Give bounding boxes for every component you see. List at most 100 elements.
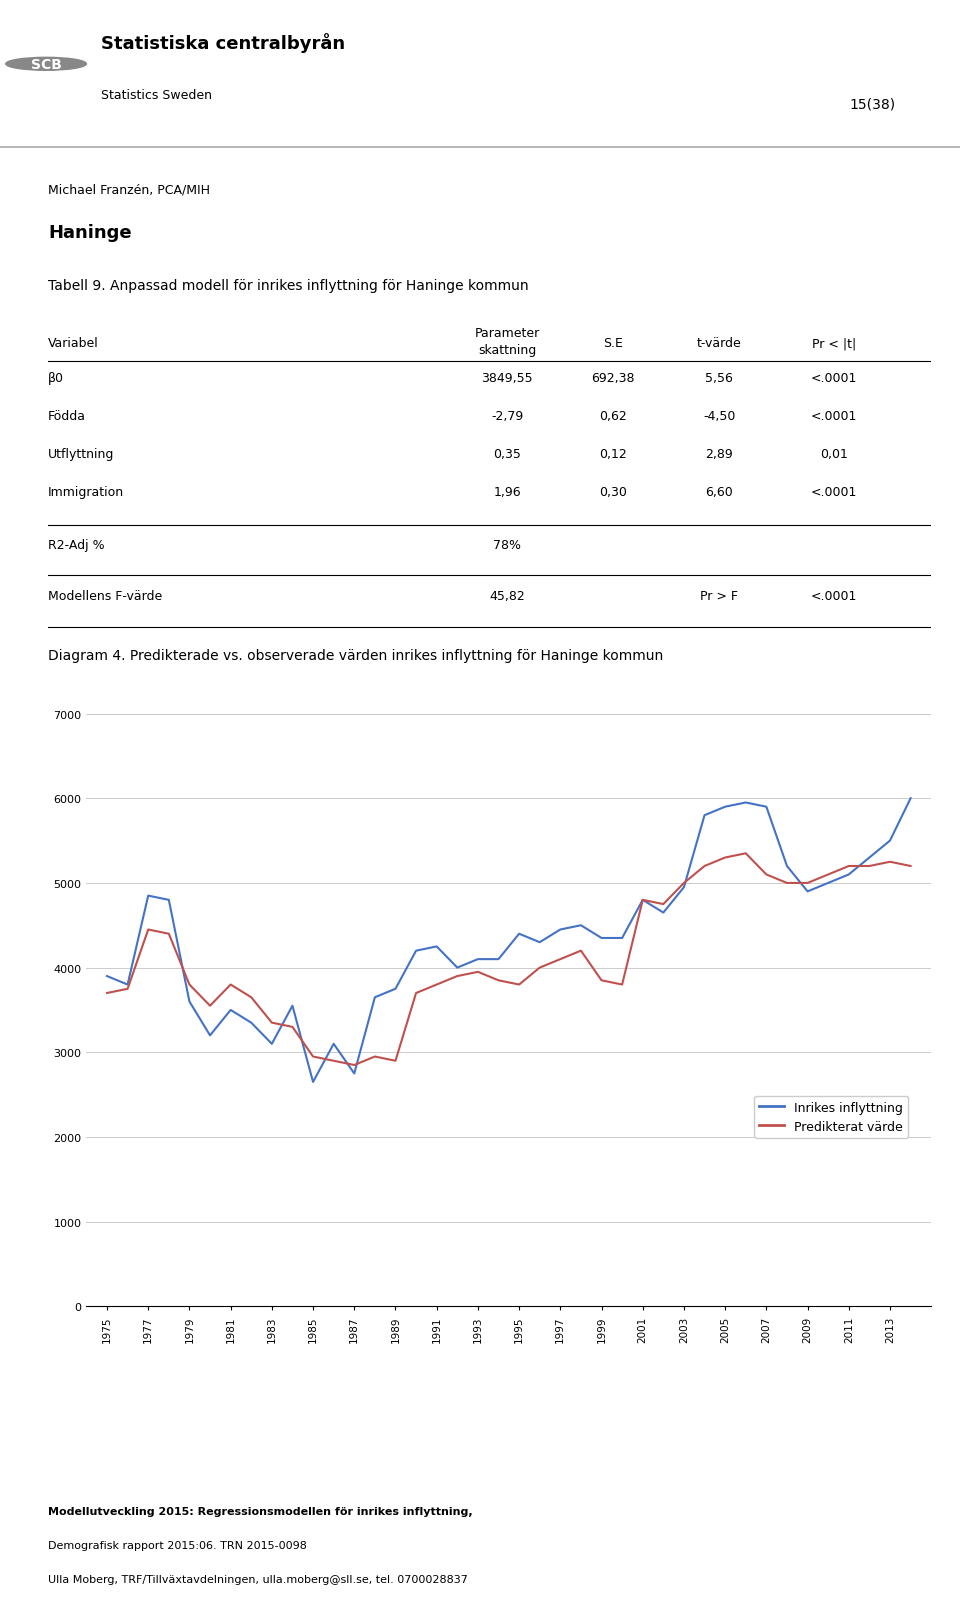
Text: Demografisk rapport 2015:06. TRN 2015-0098: Demografisk rapport 2015:06. TRN 2015-00… (48, 1540, 307, 1550)
Text: -4,50: -4,50 (703, 411, 735, 424)
Text: 0,30: 0,30 (599, 485, 627, 498)
Predikterat värde (410, 984, 421, 1003)
Predikterat värde (864, 857, 876, 876)
Predikterat värde (823, 865, 834, 885)
Inrikes inflyttning (514, 925, 525, 945)
Inrikes inflyttning (410, 941, 421, 961)
Text: 6,60: 6,60 (706, 485, 733, 498)
Predikterat värde (204, 997, 216, 1016)
Predikterat värde (514, 975, 525, 995)
Inrikes inflyttning (781, 857, 793, 876)
Text: Modellens F-värde: Modellens F-värde (48, 589, 162, 602)
Text: skattning: skattning (478, 344, 537, 357)
Predikterat värde (472, 962, 484, 982)
Predikterat värde (781, 873, 793, 893)
Text: Modellutveckling 2015: Regressionsmodellen för inrikes inflyttning,: Modellutveckling 2015: Regressionsmodell… (48, 1506, 472, 1516)
Inrikes inflyttning (575, 915, 587, 935)
Inrikes inflyttning (658, 904, 669, 923)
Inrikes inflyttning (596, 928, 608, 948)
Predikterat värde (740, 844, 752, 863)
Inrikes inflyttning (451, 958, 463, 977)
Predikterat värde (802, 873, 813, 893)
Text: t-värde: t-värde (697, 338, 742, 351)
Text: 0,01: 0,01 (820, 448, 848, 461)
Inrikes inflyttning (760, 797, 772, 816)
Predikterat värde (575, 941, 587, 961)
Text: Födda: Födda (48, 411, 86, 424)
Predikterat värde (101, 984, 112, 1003)
Predikterat värde (616, 975, 628, 995)
Predikterat värde (142, 920, 154, 940)
Text: Ulla Moberg, TRF/Tillväxtavdelningen, ulla.moberg@sll.se, tel. 0700028837: Ulla Moberg, TRF/Tillväxtavdelningen, ul… (48, 1574, 468, 1584)
Predikterat värde (266, 1013, 277, 1032)
Inrikes inflyttning (864, 849, 876, 868)
Inrikes inflyttning (555, 920, 566, 940)
Inrikes inflyttning (616, 928, 628, 948)
Inrikes inflyttning (678, 878, 689, 898)
Predikterat värde (287, 1018, 299, 1037)
Predikterat värde (390, 1052, 401, 1071)
Circle shape (6, 58, 86, 71)
Predikterat värde (163, 925, 175, 945)
Inrikes inflyttning (884, 831, 896, 850)
Inrikes inflyttning (122, 975, 133, 995)
Inrikes inflyttning (637, 891, 649, 911)
Inrikes inflyttning (101, 967, 112, 987)
Predikterat värde (328, 1052, 340, 1071)
Text: Parameter: Parameter (474, 326, 540, 339)
Inrikes inflyttning (843, 865, 854, 885)
Inrikes inflyttning (823, 873, 834, 893)
Text: -2,79: -2,79 (492, 411, 523, 424)
Inrikes inflyttning (204, 1026, 216, 1045)
Predikterat värde (348, 1055, 360, 1074)
Predikterat värde (678, 873, 689, 893)
Inrikes inflyttning (328, 1034, 340, 1053)
Text: <.0001: <.0001 (811, 372, 857, 385)
Text: <.0001: <.0001 (811, 589, 857, 602)
Text: 0,35: 0,35 (493, 448, 521, 461)
Predikterat värde (884, 852, 896, 872)
Text: 0,12: 0,12 (599, 448, 627, 461)
Predikterat värde (555, 949, 566, 969)
Inrikes inflyttning (369, 988, 380, 1008)
Inrikes inflyttning (307, 1073, 319, 1092)
Legend: Inrikes inflyttning, Predikterat värde: Inrikes inflyttning, Predikterat värde (755, 1096, 908, 1138)
Text: 45,82: 45,82 (490, 589, 525, 602)
Predikterat värde (225, 975, 236, 995)
Predikterat värde (699, 857, 710, 876)
Predikterat värde (760, 865, 772, 885)
Text: Pr < |t|: Pr < |t| (812, 338, 856, 351)
Inrikes inflyttning (287, 997, 299, 1016)
Inrikes inflyttning (699, 807, 710, 826)
Predikterat värde (183, 975, 195, 995)
Line: Inrikes inflyttning: Inrikes inflyttning (107, 799, 911, 1083)
Text: R2-Adj %: R2-Adj % (48, 539, 105, 552)
Predikterat värde (122, 979, 133, 998)
Predikterat värde (369, 1047, 380, 1066)
Predikterat värde (534, 958, 545, 977)
Text: S.E: S.E (603, 338, 623, 351)
Text: 692,38: 692,38 (591, 372, 635, 385)
Inrikes inflyttning (431, 936, 443, 956)
Text: β0: β0 (48, 372, 64, 385)
Inrikes inflyttning (183, 992, 195, 1011)
Inrikes inflyttning (142, 886, 154, 906)
Text: Utflyttning: Utflyttning (48, 448, 114, 461)
Inrikes inflyttning (719, 797, 731, 816)
Predikterat värde (596, 971, 608, 990)
Inrikes inflyttning (348, 1065, 360, 1084)
Predikterat värde (658, 894, 669, 914)
Text: Statistics Sweden: Statistics Sweden (101, 89, 212, 102)
Text: Diagram 4. Predikterade vs. observerade värden inrikes inflyttning för Haninge k: Diagram 4. Predikterade vs. observerade … (48, 649, 663, 662)
Predikterat värde (246, 988, 257, 1008)
Inrikes inflyttning (905, 789, 917, 808)
Text: Tabell 9. Anpassad modell för inrikes inflyttning för Haninge kommun: Tabell 9. Anpassad modell för inrikes in… (48, 279, 529, 294)
Text: SCB: SCB (31, 58, 61, 71)
Text: Immigration: Immigration (48, 485, 124, 498)
Predikterat värde (307, 1047, 319, 1066)
Text: 5,56: 5,56 (706, 372, 733, 385)
Text: Statistiska centralbyrån: Statistiska centralbyrån (101, 32, 345, 54)
Inrikes inflyttning (266, 1034, 277, 1053)
Line: Predikterat värde: Predikterat värde (107, 854, 911, 1065)
Inrikes inflyttning (390, 979, 401, 998)
